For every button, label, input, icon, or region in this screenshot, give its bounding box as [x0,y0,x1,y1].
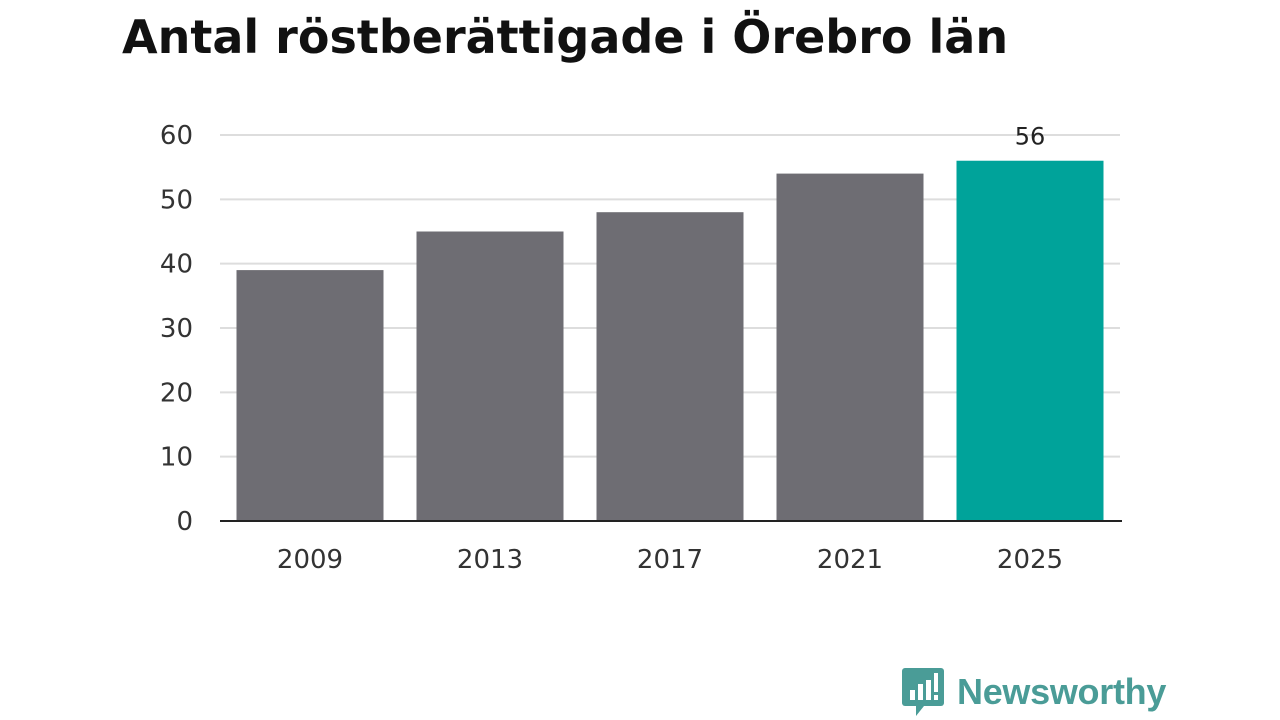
y-tick-label: 30 [160,314,193,344]
y-tick-label: 60 [160,121,193,151]
newsworthy-logo-icon [902,668,944,716]
y-tick-label: 10 [160,443,193,473]
x-axis-ticks: 2009 2013 2017 2021 2025 [277,545,1063,575]
y-tick-label: 20 [160,378,193,408]
newsworthy-brand: Newsworthy [902,668,1166,716]
data-labels: 56 [1015,123,1046,151]
bar-2013 [416,231,564,521]
x-tick-label: 2017 [637,545,703,575]
chart-title: Antal röstberättigade i Örebro län [122,10,1009,64]
bar-2009 [236,270,384,521]
bar-2021 [776,173,924,521]
x-tick-label: 2013 [457,545,523,575]
x-tick-label: 2021 [817,545,883,575]
y-tick-label: 50 [160,185,193,215]
bar-2017 [596,212,744,521]
data-label-2025: 56 [1015,123,1046,151]
bar-2025 [956,160,1104,521]
bars [236,160,1104,521]
y-tick-label: 40 [160,250,193,280]
x-tick-label: 2009 [277,545,343,575]
x-tick-label: 2025 [997,545,1063,575]
y-tick-label: 0 [176,507,193,537]
brand-name: Newsworthy [957,671,1167,712]
y-axis-ticks: 0 10 20 30 40 50 60 [160,121,193,537]
